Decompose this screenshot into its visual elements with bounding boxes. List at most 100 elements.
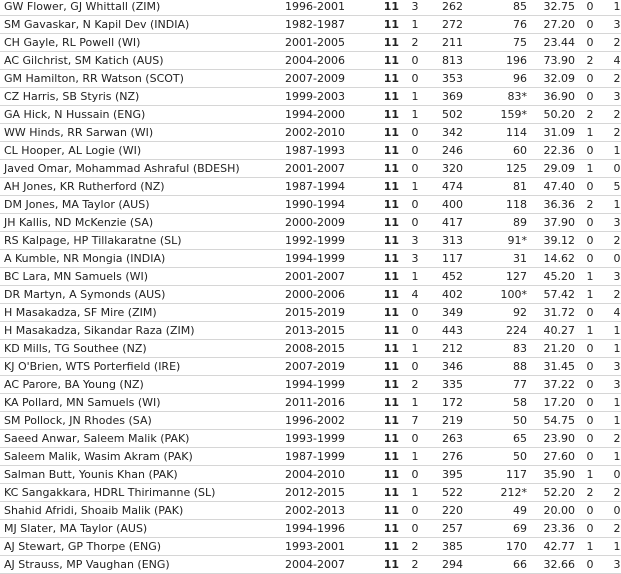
fifties-cell: 4 xyxy=(601,51,621,70)
high-score-cell: 76 xyxy=(463,15,527,34)
runs-cell: 262 xyxy=(427,0,463,16)
runs-cell: 369 xyxy=(427,87,463,106)
matches-cell: 11 xyxy=(375,105,399,124)
not-outs-cell: 2 xyxy=(399,555,427,574)
hundreds-cell: 0 xyxy=(575,33,601,52)
matches-cell: 11 xyxy=(375,447,399,466)
runs-cell: 219 xyxy=(427,411,463,430)
not-outs-cell: 0 xyxy=(399,213,427,232)
average-cell: 36.36 xyxy=(527,195,575,214)
runs-cell: 263 xyxy=(427,429,463,448)
not-outs-cell: 2 xyxy=(399,375,427,394)
matches-cell: 11 xyxy=(375,177,399,196)
fifties-cell: 3 xyxy=(601,555,621,574)
runs-cell: 522 xyxy=(427,483,463,502)
hundreds-cell: 1 xyxy=(575,159,601,178)
high-score-cell: 114 xyxy=(463,123,527,142)
hundreds-cell: 2 xyxy=(575,195,601,214)
runs-cell: 342 xyxy=(427,123,463,142)
table-row: Saeed Anwar, Saleem Malik (PAK) 1993-1999… xyxy=(0,429,621,448)
high-score-cell: 66 xyxy=(463,555,527,574)
table-row: Shahid Afridi, Shoaib Malik (PAK) 2002-20… xyxy=(0,501,621,520)
high-score-cell: 100* xyxy=(463,285,527,304)
average-cell: 39.12 xyxy=(527,231,575,250)
table-row: MJ Slater, MA Taylor (AUS) 1994-1996 11 0 25… xyxy=(0,519,621,538)
hundreds-cell: 1 xyxy=(575,321,601,340)
fifties-cell: 2 xyxy=(601,105,621,124)
runs-cell: 443 xyxy=(427,321,463,340)
not-outs-cell: 0 xyxy=(399,501,427,520)
pair-cell: DR Martyn, A Symonds (AUS) xyxy=(0,285,281,304)
average-cell: 27.60 xyxy=(527,447,575,466)
hundreds-cell: 2 xyxy=(575,483,601,502)
table-row: KJ O'Brien, WTS Porterfield (IRE) 2007-20… xyxy=(0,357,621,376)
matches-cell: 11 xyxy=(375,411,399,430)
average-cell: 42.77 xyxy=(527,537,575,556)
matches-cell: 11 xyxy=(375,33,399,52)
fifties-cell: 2 xyxy=(601,483,621,502)
high-score-cell: 49 xyxy=(463,501,527,520)
span-cell: 2008-2015 xyxy=(281,339,375,358)
hundreds-cell: 0 xyxy=(575,501,601,520)
fifties-cell: 3 xyxy=(601,375,621,394)
matches-cell: 11 xyxy=(375,393,399,412)
hundreds-cell: 0 xyxy=(575,69,601,88)
average-cell: 35.90 xyxy=(527,465,575,484)
pair-cell: KD Mills, TG Southee (NZ) xyxy=(0,339,281,358)
runs-cell: 346 xyxy=(427,357,463,376)
high-score-cell: 81 xyxy=(463,177,527,196)
span-cell: 1990-1994 xyxy=(281,195,375,214)
average-cell: 31.45 xyxy=(527,357,575,376)
runs-cell: 276 xyxy=(427,447,463,466)
hundreds-cell: 0 xyxy=(575,231,601,250)
span-cell: 2013-2015 xyxy=(281,321,375,340)
table-row: KC Sangakkara, HDRL Thirimanne (SL) 2012-… xyxy=(0,483,621,502)
matches-cell: 11 xyxy=(375,51,399,70)
matches-cell: 11 xyxy=(375,15,399,34)
not-outs-cell: 0 xyxy=(399,465,427,484)
fifties-cell: 2 xyxy=(601,285,621,304)
hundreds-cell: 1 xyxy=(575,267,601,286)
table-row: AC Gilchrist, SM Katich (AUS) 2004-2006 11… xyxy=(0,51,621,70)
pair-cell: BC Lara, MN Samuels (WI) xyxy=(0,267,281,286)
average-cell: 32.66 xyxy=(527,555,575,574)
not-outs-cell: 3 xyxy=(399,249,427,268)
not-outs-cell: 1 xyxy=(399,447,427,466)
fifties-cell: 3 xyxy=(601,15,621,34)
fifties-cell: 1 xyxy=(601,0,621,16)
runs-cell: 294 xyxy=(427,555,463,574)
average-cell: 36.90 xyxy=(527,87,575,106)
matches-cell: 11 xyxy=(375,357,399,376)
table-row: H Masakadza, SF Mire (ZIM) 2015-2019 11 0 34… xyxy=(0,303,621,322)
span-cell: 2015-2019 xyxy=(281,303,375,322)
span-cell: 1987-1999 xyxy=(281,447,375,466)
high-score-cell: 127 xyxy=(463,267,527,286)
fifties-cell: 2 xyxy=(601,33,621,52)
not-outs-cell: 1 xyxy=(399,267,427,286)
matches-cell: 11 xyxy=(375,159,399,178)
pair-cell: DM Jones, MA Taylor (AUS) xyxy=(0,195,281,214)
runs-cell: 257 xyxy=(427,519,463,538)
average-cell: 23.90 xyxy=(527,429,575,448)
fifties-cell: 4 xyxy=(601,303,621,322)
span-cell: 2004-2010 xyxy=(281,465,375,484)
runs-cell: 402 xyxy=(427,285,463,304)
table-row: WW Hinds, RR Sarwan (WI) 2002-2010 11 0 342 1… xyxy=(0,123,621,142)
runs-cell: 395 xyxy=(427,465,463,484)
span-cell: 2001-2007 xyxy=(281,159,375,178)
fifties-cell: 1 xyxy=(601,195,621,214)
not-outs-cell: 7 xyxy=(399,411,427,430)
table-row: SM Pollock, JN Rhodes (SA) 1996-2002 11 7 21… xyxy=(0,411,621,430)
average-cell: 40.27 xyxy=(527,321,575,340)
average-cell: 73.90 xyxy=(527,51,575,70)
runs-cell: 211 xyxy=(427,33,463,52)
not-outs-cell: 1 xyxy=(399,393,427,412)
hundreds-cell: 0 xyxy=(575,339,601,358)
pair-cell: KA Pollard, MN Samuels (WI) xyxy=(0,393,281,412)
span-cell: 1987-1994 xyxy=(281,177,375,196)
fifties-cell: 5 xyxy=(601,177,621,196)
high-score-cell: 196 xyxy=(463,51,527,70)
hundreds-cell: 0 xyxy=(575,393,601,412)
span-cell: 2011-2016 xyxy=(281,393,375,412)
